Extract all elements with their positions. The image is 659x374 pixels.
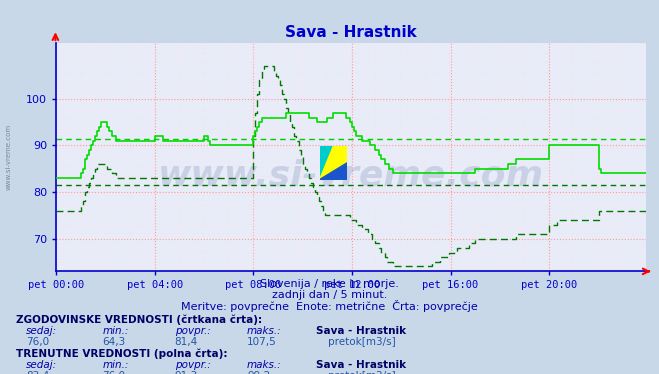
Title: Sava - Hrastnik: Sava - Hrastnik	[285, 25, 416, 40]
Text: zadnji dan / 5 minut.: zadnji dan / 5 minut.	[272, 290, 387, 300]
Text: min.:: min.:	[102, 326, 129, 336]
Text: povpr.:: povpr.:	[175, 360, 210, 370]
Text: maks.:: maks.:	[247, 326, 282, 336]
Text: 99,2: 99,2	[247, 371, 270, 374]
Text: 76,0: 76,0	[26, 337, 49, 347]
Text: Sava - Hrastnik: Sava - Hrastnik	[316, 326, 407, 336]
Text: ZGODOVINSKE VREDNOSTI (črtkana črta):: ZGODOVINSKE VREDNOSTI (črtkana črta):	[16, 314, 262, 325]
Polygon shape	[320, 163, 347, 180]
Text: 91,3: 91,3	[175, 371, 198, 374]
Text: pretok[m3/s]: pretok[m3/s]	[328, 337, 396, 347]
Text: 81,4: 81,4	[175, 337, 198, 347]
Text: sedaj:: sedaj:	[26, 326, 57, 336]
Text: Slovenija / reke in morje.: Slovenija / reke in morje.	[260, 279, 399, 289]
Text: maks.:: maks.:	[247, 360, 282, 370]
Text: Meritve: povprečne  Enote: metrične  Črta: povprečje: Meritve: povprečne Enote: metrične Črta:…	[181, 300, 478, 312]
Text: 76,0: 76,0	[102, 371, 125, 374]
Text: Sava - Hrastnik: Sava - Hrastnik	[316, 360, 407, 370]
Text: 64,3: 64,3	[102, 337, 125, 347]
Text: 83,4: 83,4	[26, 371, 49, 374]
Text: povpr.:: povpr.:	[175, 326, 210, 336]
Polygon shape	[320, 146, 333, 180]
Text: min.:: min.:	[102, 360, 129, 370]
Text: www.si-vreme.com: www.si-vreme.com	[158, 158, 544, 192]
Text: TRENUTNE VREDNOSTI (polna črta):: TRENUTNE VREDNOSTI (polna črta):	[16, 349, 228, 359]
Polygon shape	[320, 146, 347, 180]
Text: pretok[m3/s]: pretok[m3/s]	[328, 371, 396, 374]
Text: 107,5: 107,5	[247, 337, 277, 347]
Text: www.si-vreme.com: www.si-vreme.com	[5, 124, 12, 190]
Text: sedaj:: sedaj:	[26, 360, 57, 370]
